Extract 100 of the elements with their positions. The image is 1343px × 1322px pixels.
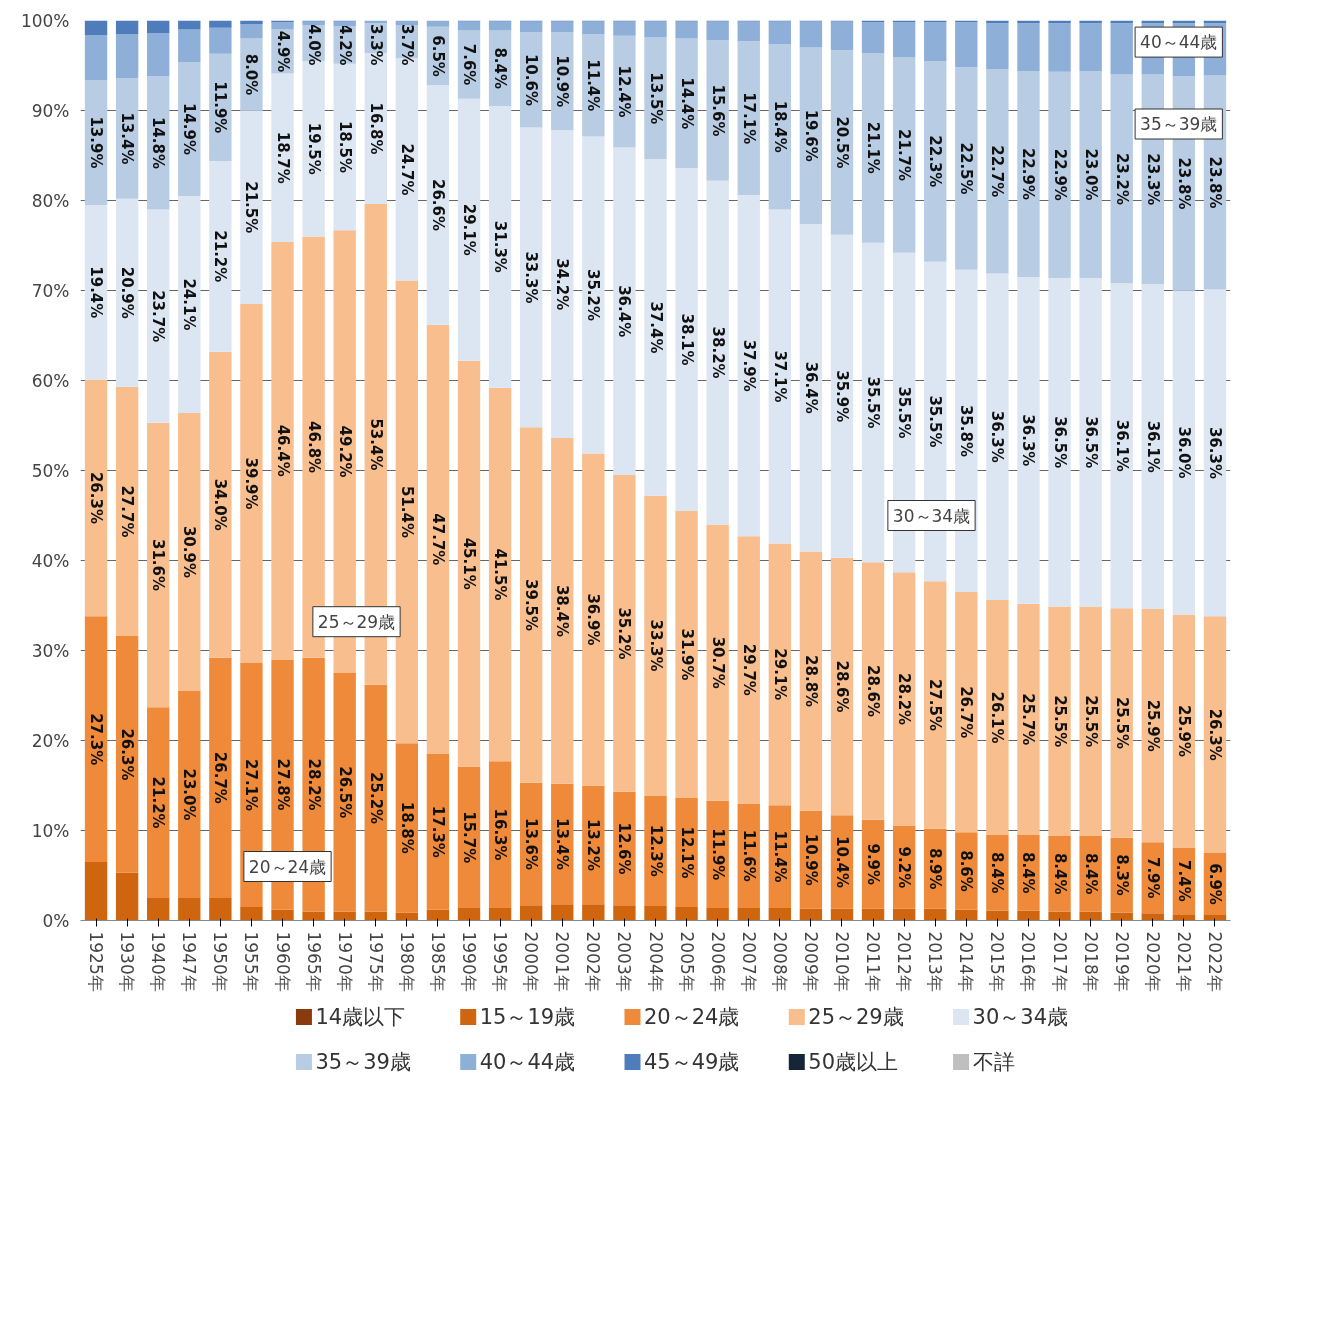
- bar: [271, 73, 294, 242]
- bar: [115, 386, 139, 637]
- bar: [84, 34, 108, 80]
- bar: [1203, 289, 1227, 617]
- bar: [768, 21, 792, 44]
- data-label: 28.6%: [832, 660, 851, 713]
- data-label: 36.1%: [1143, 420, 1162, 473]
- data-label: 8.4%: [988, 852, 1007, 894]
- data-label: 11.9%: [211, 81, 230, 134]
- bar: [861, 242, 885, 563]
- data-label: 21.2%: [211, 230, 230, 283]
- data-label: 39.5%: [522, 579, 541, 632]
- bar: [955, 22, 978, 68]
- data-label: 53.4%: [366, 418, 385, 471]
- data-label: 47.7%: [428, 513, 447, 566]
- bar: [488, 21, 512, 31]
- legend-label: 30～34歳: [972, 1005, 1069, 1029]
- data-label: 26.3%: [1205, 708, 1224, 761]
- x-tick-label: 2009年: [800, 931, 821, 992]
- bar: [706, 524, 729, 801]
- bar: [333, 21, 356, 26]
- y-tick-label: 30%: [31, 640, 70, 661]
- bar: [861, 562, 885, 820]
- legend-label: 不詳: [972, 1050, 1015, 1074]
- data-label: 25.7%: [1019, 693, 1038, 746]
- data-label: 29.1%: [460, 203, 479, 256]
- data-label: 12.1%: [677, 826, 696, 879]
- data-label: 15.6%: [708, 84, 727, 137]
- data-label: 36.9%: [584, 593, 603, 646]
- bar: [240, 304, 263, 664]
- bar: [1141, 284, 1164, 610]
- bar: [178, 29, 201, 62]
- data-label: 15.7%: [460, 811, 479, 864]
- data-label: 6.5%: [428, 35, 447, 77]
- data-label: 11.4%: [584, 59, 603, 112]
- bar: [209, 657, 232, 898]
- data-label: 10.9%: [801, 833, 820, 886]
- bar: [830, 21, 854, 51]
- bar: [1079, 70, 1102, 278]
- data-label: 10.4%: [832, 835, 851, 889]
- data-label: 8.3%: [1112, 854, 1131, 896]
- bar: [240, 110, 263, 304]
- data-label: 38.1%: [677, 313, 696, 366]
- data-label: 17.1%: [739, 92, 758, 145]
- y-tick-label: 60%: [31, 370, 70, 391]
- bar: [488, 907, 512, 921]
- bar: [924, 22, 947, 61]
- bar: [613, 21, 636, 36]
- data-label: 8.0%: [242, 53, 261, 96]
- data-label: 26.7%: [211, 751, 230, 804]
- bar: [706, 907, 729, 921]
- x-tick-label: 2010年: [831, 931, 852, 992]
- bar: [1017, 603, 1040, 835]
- bar: [768, 209, 792, 544]
- bar: [1048, 277, 1071, 607]
- data-label: 27.8%: [273, 758, 292, 811]
- bar: [271, 909, 294, 921]
- bar: [737, 21, 760, 42]
- data-label: 8.9%: [926, 847, 945, 890]
- data-label: 29.1%: [770, 648, 789, 701]
- data-label: 37.4%: [646, 301, 665, 354]
- bar: [613, 147, 636, 475]
- legend-label: 45～49歳: [644, 1050, 740, 1074]
- bar: [426, 85, 450, 325]
- data-label: 24.1%: [180, 278, 199, 331]
- bar: [302, 911, 325, 921]
- bar: [830, 557, 854, 816]
- data-label: 4.2%: [335, 24, 354, 66]
- data-label: 38.4%: [553, 584, 572, 637]
- bar: [1141, 913, 1164, 921]
- data-label: 28.6%: [864, 664, 883, 718]
- data-label: 36.0%: [1174, 426, 1193, 479]
- data-label: 22.5%: [957, 142, 976, 195]
- bar: [147, 898, 170, 921]
- data-label: 18.5%: [335, 120, 354, 173]
- x-tick-label: 1990年: [459, 931, 480, 992]
- data-label: 35.2%: [584, 268, 603, 322]
- x-tick-label: 1947年: [179, 931, 200, 992]
- data-label: 35.8%: [957, 404, 976, 457]
- data-label: 36.4%: [615, 285, 634, 338]
- x-tick-label: 2013年: [925, 931, 946, 992]
- data-label: 11.4%: [770, 830, 789, 883]
- bar: [147, 20, 170, 34]
- data-label: 33.3%: [646, 619, 665, 672]
- data-label: 13.4%: [118, 112, 137, 165]
- bar: [240, 907, 263, 921]
- annotation: 40～44歳: [1140, 32, 1218, 53]
- bar: [1172, 290, 1196, 615]
- bar: [395, 280, 419, 744]
- data-label: 25.9%: [1174, 705, 1193, 758]
- y-tick-label: 40%: [31, 550, 70, 571]
- bar: [240, 24, 263, 39]
- data-label: 22.7%: [988, 145, 1007, 198]
- bar: [986, 23, 1009, 70]
- y-tick-label: 0%: [42, 910, 70, 931]
- bar: [333, 673, 356, 912]
- bar: [768, 543, 792, 806]
- bar: [271, 22, 294, 30]
- bar: [582, 453, 605, 786]
- bar: [84, 862, 108, 921]
